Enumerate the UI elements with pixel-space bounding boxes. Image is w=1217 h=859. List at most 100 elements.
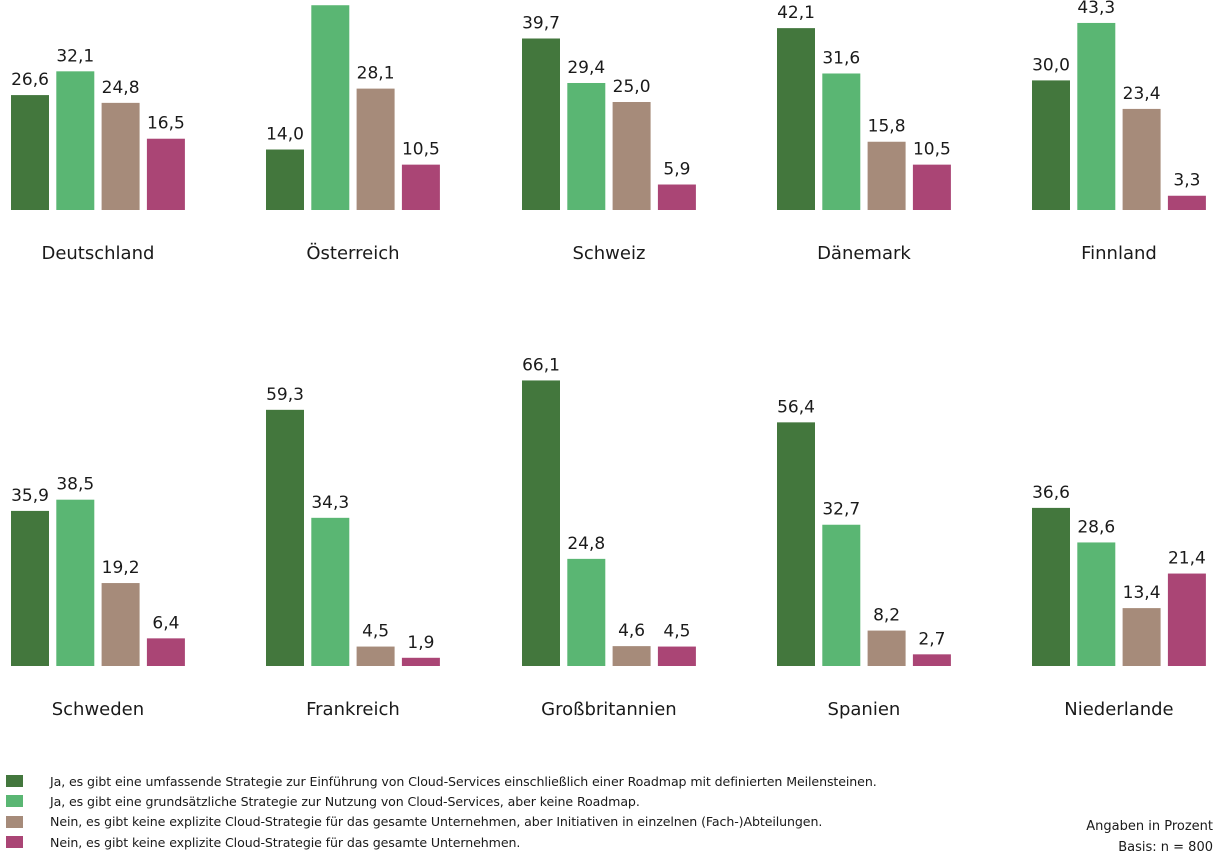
data-label: 28,6 <box>1077 517 1115 537</box>
country-panel: 42,1 31,6 15,8 10,5 Dänemark <box>777 3 951 264</box>
country-panel: 36,6 28,6 13,4 21,4 Niederlande <box>1032 483 1206 720</box>
bar <box>101 583 140 666</box>
country-panel: 35,9 38,5 19,2 6,4 Schweden <box>11 475 185 720</box>
bar <box>822 524 861 666</box>
bar <box>912 654 951 666</box>
legend-item: Ja, es gibt eine umfassende Strategie zu… <box>6 771 1106 791</box>
data-label: 34,3 <box>311 493 349 513</box>
bar <box>146 638 185 666</box>
category-label: Deutschland <box>41 243 154 264</box>
basis-note: Basis: n = 800 <box>1118 840 1213 855</box>
bar <box>657 184 696 210</box>
bar <box>356 646 395 666</box>
bar <box>101 102 140 210</box>
data-label: 10,5 <box>913 140 951 160</box>
bar <box>867 141 906 210</box>
data-label: 21,4 <box>1168 549 1206 569</box>
data-label: 26,6 <box>11 70 49 90</box>
country-panel: 30,0 43,3 23,4 3,3 Finnland <box>1032 0 1206 264</box>
legend-item: Nein, es gibt keine explizite Cloud-Stra… <box>6 812 1106 832</box>
chart-area: 26,632,124,816,5Deutschland14,047,428,11… <box>11 0 1206 720</box>
data-label: 4,6 <box>618 621 645 641</box>
legend-label: Nein, es gibt keine explizite Cloud-Stra… <box>50 814 823 830</box>
chart-notes: Angaben in Prozent Basis: n = 800 <box>1086 816 1213 858</box>
bar <box>567 558 606 666</box>
bar <box>567 82 606 210</box>
data-label: 4,5 <box>663 622 690 642</box>
bar <box>146 138 185 210</box>
country-panel: 26,6 32,1 24,8 16,5 Deutschland <box>11 46 185 264</box>
data-label: 3,3 <box>1173 171 1200 191</box>
country-panel: 39,7 29,4 25,0 5,9 Schweiz <box>522 13 696 264</box>
bar <box>1032 80 1070 211</box>
data-label: 24,8 <box>567 534 605 554</box>
data-label: 10,5 <box>402 140 440 160</box>
category-label: Dänemark <box>817 243 911 264</box>
category-label: Österreich <box>306 242 399 264</box>
data-label: 28,1 <box>357 64 395 84</box>
bar <box>522 38 560 210</box>
legend-label: Ja, es gibt eine umfassende Strategie zu… <box>50 773 877 789</box>
bar <box>311 5 350 211</box>
category-label: Schweiz <box>572 243 645 264</box>
bar <box>401 164 440 210</box>
data-label: 24,8 <box>102 78 140 98</box>
bar <box>311 517 350 666</box>
category-label: Finnland <box>1081 243 1157 264</box>
bar <box>356 88 395 210</box>
bar <box>822 73 861 210</box>
data-label: 29,4 <box>567 58 605 78</box>
data-label: 14,0 <box>266 125 304 145</box>
bar <box>1032 507 1070 666</box>
data-label: 66,1 <box>522 355 560 375</box>
bar <box>612 646 651 666</box>
legend-label: Ja, es gibt eine grundsätzliche Strategi… <box>50 793 640 809</box>
data-label: 30,0 <box>1032 55 1070 75</box>
data-label: 13,4 <box>1123 583 1161 603</box>
bar <box>401 657 440 666</box>
data-label: 1,9 <box>407 633 434 653</box>
bar <box>11 95 49 210</box>
unit-note: Angaben in Prozent <box>1086 819 1213 834</box>
data-label: 8,2 <box>873 606 900 626</box>
category-label: Spanien <box>828 699 901 720</box>
data-label: 56,4 <box>777 397 815 417</box>
bar <box>266 409 304 666</box>
category-label: Großbritannien <box>541 699 677 720</box>
data-label: 39,7 <box>522 13 560 33</box>
legend-item: Nein, es gibt keine explizite Cloud-Stra… <box>6 832 1106 852</box>
bar <box>266 149 304 210</box>
data-label: 5,9 <box>663 160 690 180</box>
bar <box>912 164 951 210</box>
country-panel: 56,4 32,7 8,2 2,7 Spanien <box>777 397 951 720</box>
data-label: 43,3 <box>1077 0 1115 18</box>
data-label: 15,8 <box>868 117 906 137</box>
bar <box>522 380 560 666</box>
bar <box>1167 195 1206 210</box>
bar <box>56 499 95 666</box>
legend-swatch <box>6 836 23 849</box>
data-label: 42,1 <box>777 3 815 23</box>
legend-item: Ja, es gibt eine grundsätzliche Strategi… <box>6 791 1106 811</box>
bar <box>777 28 815 210</box>
legend-swatch <box>6 775 23 788</box>
bar <box>1122 608 1161 666</box>
data-label: 25,0 <box>613 77 651 97</box>
data-label: 19,2 <box>102 558 140 578</box>
country-panel: 59,3 34,3 4,5 1,9 Frankreich <box>266 385 440 720</box>
bar <box>867 630 906 666</box>
category-label: Niederlande <box>1064 699 1173 720</box>
bar <box>777 422 815 666</box>
bar <box>657 646 696 666</box>
data-label: 36,6 <box>1032 483 1070 503</box>
bar <box>11 510 49 666</box>
bar <box>56 71 95 210</box>
bar <box>1077 22 1116 210</box>
country-panel: 66,1 24,8 4,6 4,5 Großbritannien <box>522 355 696 720</box>
bar <box>612 102 651 210</box>
legend: Ja, es gibt eine umfassende Strategie zu… <box>6 771 1106 852</box>
legend-swatch <box>6 815 23 828</box>
data-label: 6,4 <box>152 613 179 633</box>
data-label: 16,5 <box>147 114 185 134</box>
